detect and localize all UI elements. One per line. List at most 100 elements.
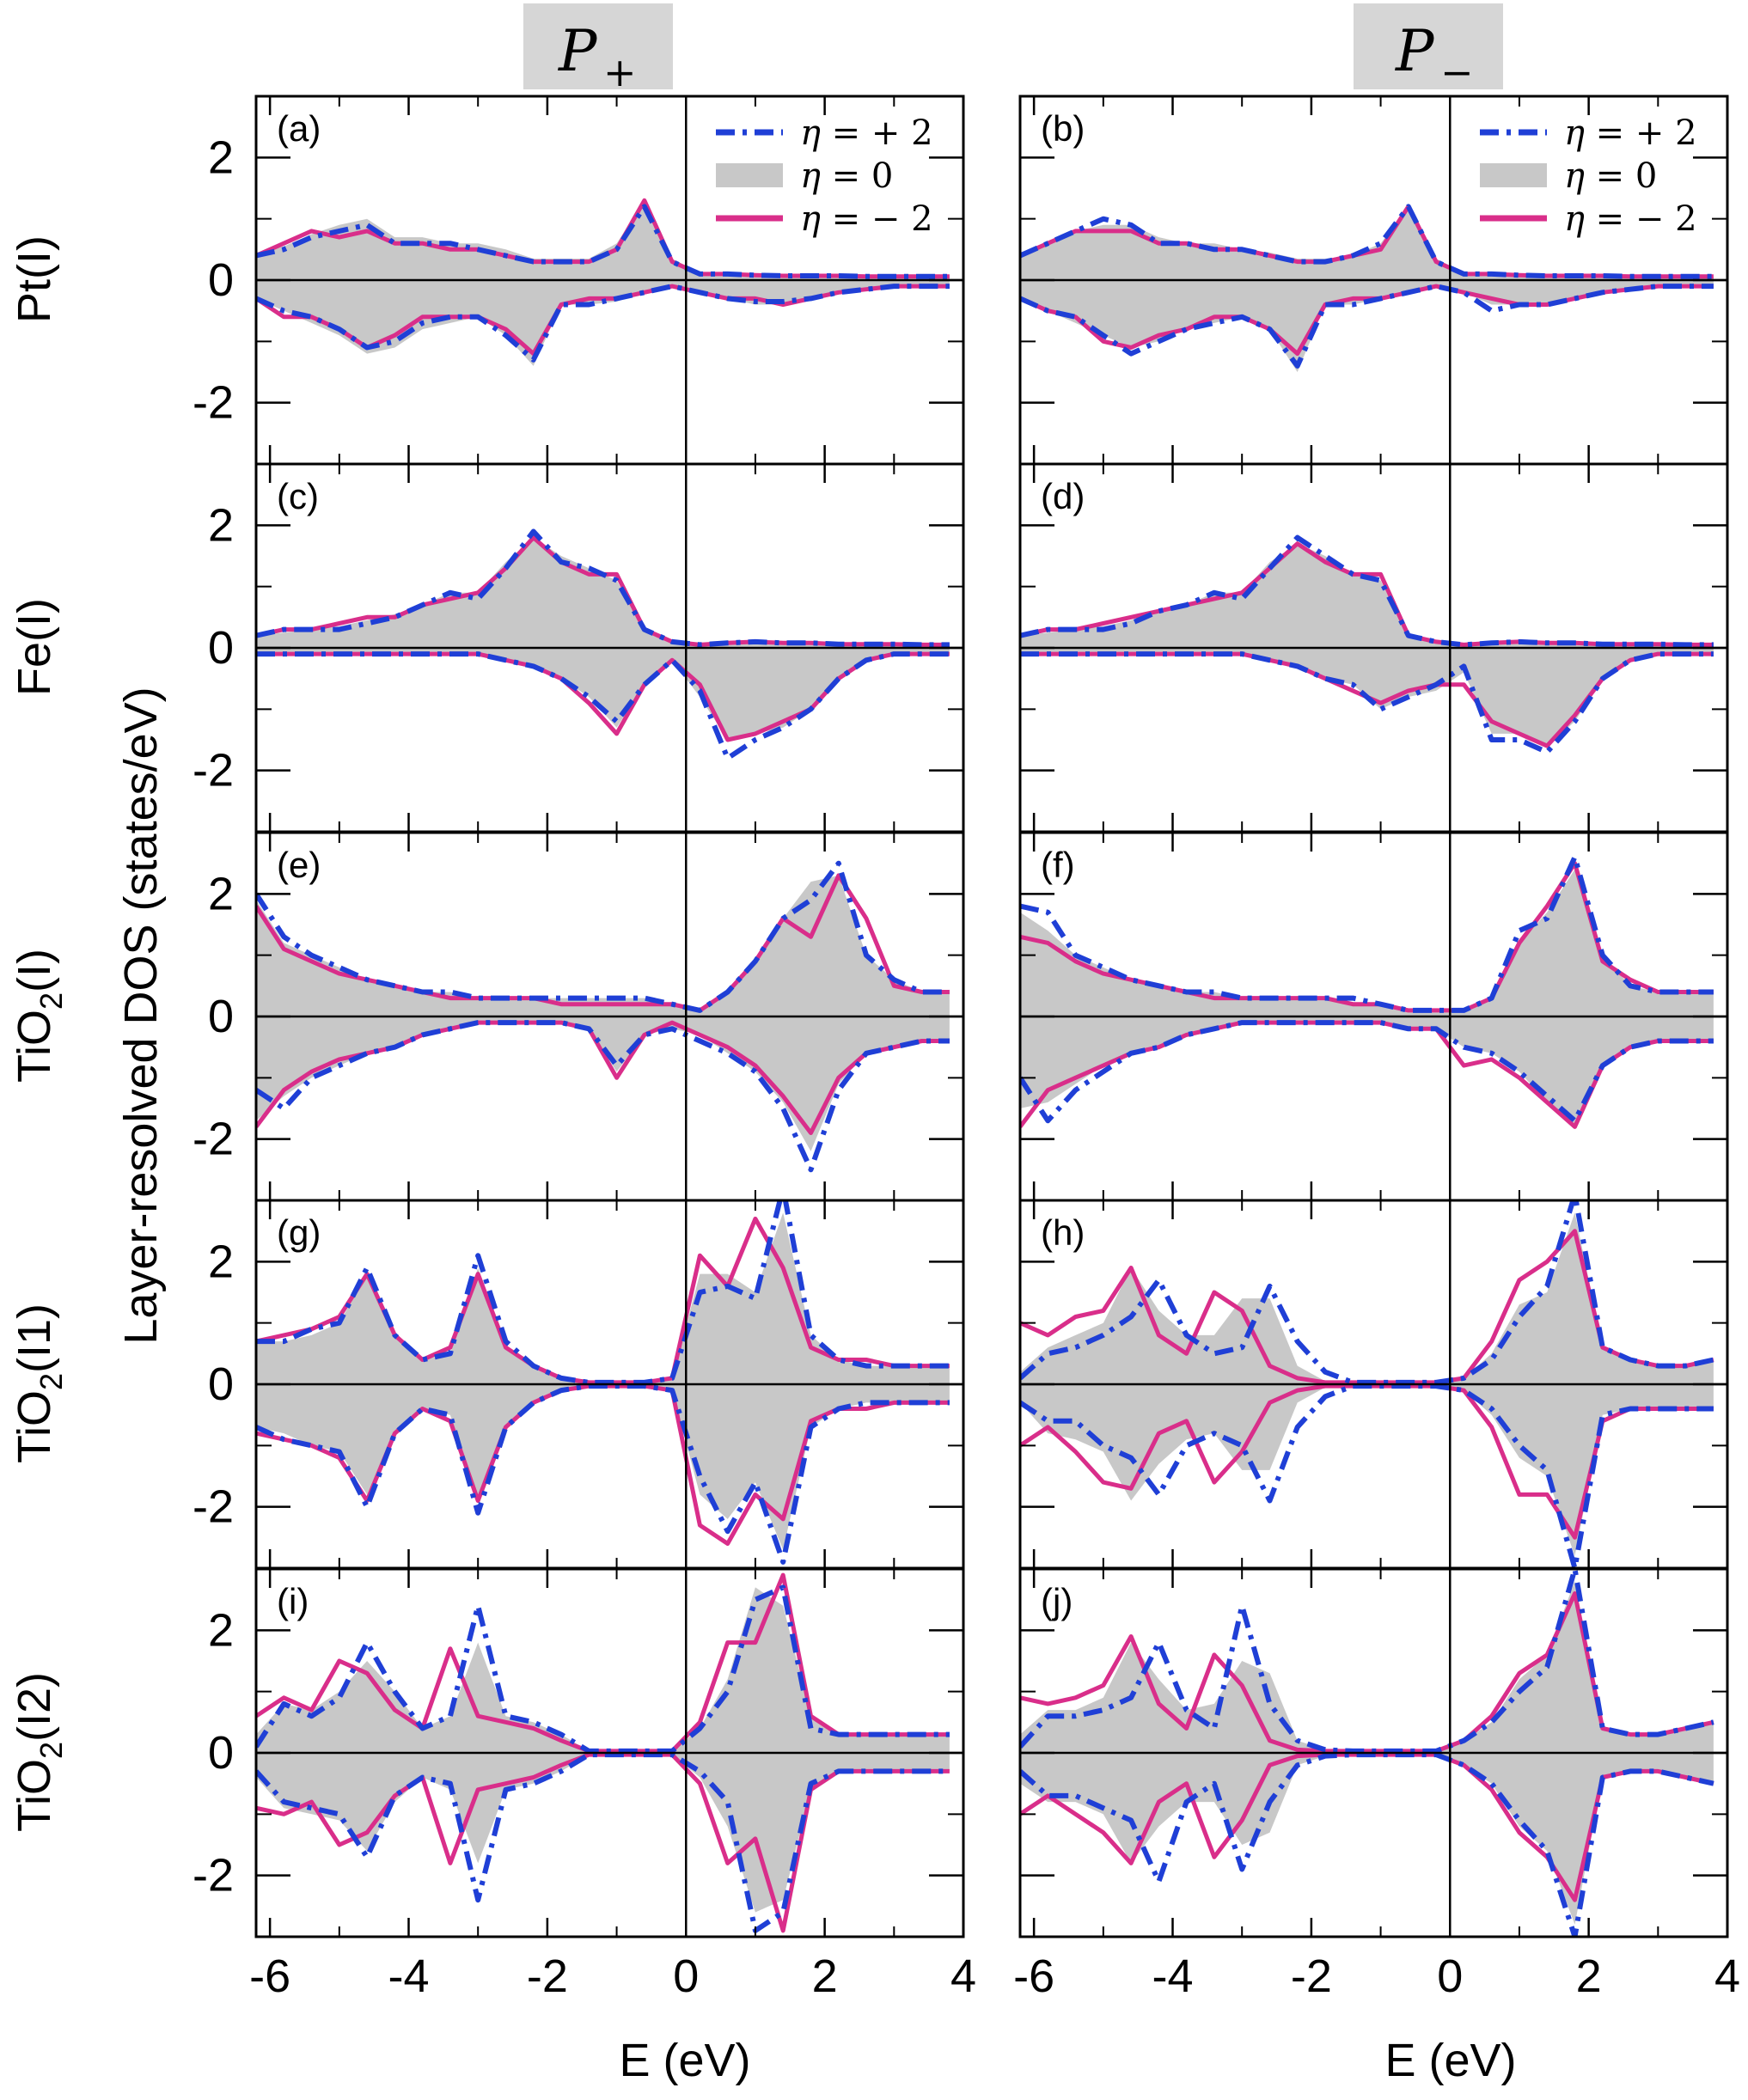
y-tick-label: -2 — [193, 745, 234, 797]
panel-label: (b) — [1041, 108, 1085, 149]
x-tick-label: -2 — [527, 1950, 568, 2002]
panel-label: (a) — [277, 108, 321, 149]
legend: η = + 2η = 0η = − 2 — [716, 113, 933, 239]
legend-swatch-eta-0 — [1480, 163, 1547, 187]
series-eta-0-up-fill — [256, 1587, 950, 1753]
panel-label: (h) — [1041, 1212, 1085, 1253]
plot-area — [256, 1200, 950, 1565]
y-tick-label: 0 — [208, 991, 234, 1042]
x-tick-label: -6 — [1013, 1950, 1054, 2002]
x-axis-label-left: E (eV) — [619, 2035, 750, 2086]
y-axis-label-text: Layer-resolved DOS (states/eV) — [115, 687, 167, 1344]
series-eta-0-dn-fill — [256, 648, 950, 740]
series-eta-minus2-dn-line — [256, 1020, 950, 1135]
column-header-box — [1354, 3, 1503, 89]
legend-entry-text: η = − 2 — [800, 199, 933, 239]
legend: η = + 2η = 0η = − 2 — [1480, 113, 1697, 239]
series-eta-0-dn-fill — [1020, 648, 1714, 747]
x-tick-label: 0 — [1437, 1950, 1463, 2002]
y-tick-label: -2 — [193, 1481, 234, 1533]
legend-value: = 0 — [821, 156, 893, 196]
y-axis-label: Layer-resolved DOS (states/eV) — [115, 687, 167, 1344]
series-eta-plus2-up-line — [1020, 534, 1714, 648]
legend-entry-text: η = 0 — [800, 156, 893, 196]
column-header-sub: − — [1440, 49, 1474, 95]
plot-area — [1020, 1569, 1714, 1937]
x-tick-label: 2 — [812, 1950, 838, 2002]
row-label-tio2-i1: TiO2(I1) — [9, 1303, 69, 1463]
row-label-text: Pt(I) — [9, 235, 60, 323]
plot-area — [1020, 534, 1714, 755]
row-label-text: Fe(I) — [9, 598, 60, 696]
y-tick-label: 2 — [208, 131, 234, 183]
y-tick-label: 2 — [208, 1604, 234, 1656]
series-eta-0-up-fill — [1020, 543, 1714, 648]
series-eta-minus2-up-line — [1020, 204, 1714, 279]
x-tick-label: -4 — [1152, 1950, 1194, 2002]
series-eta-0-up-fill — [256, 537, 950, 648]
legend-value: = 0 — [1585, 156, 1657, 196]
y-tick-label: 2 — [208, 1236, 234, 1287]
panel-d: (d) — [1018, 462, 1729, 833]
x-tick-label: 0 — [673, 1950, 699, 2002]
x-tick-label: 4 — [1714, 1950, 1740, 2002]
legend-symbol: η — [1564, 199, 1585, 239]
plot-area — [256, 1572, 950, 1933]
panel-f: (f) — [1018, 831, 1729, 1202]
legend-entry-text: η = 0 — [1564, 156, 1657, 196]
legend-symbol: η — [800, 199, 821, 239]
row-label-text: TiO2(I1) — [9, 1303, 69, 1463]
series-eta-minus2-dn-line — [256, 1752, 950, 1933]
series-eta-plus2-dn-line — [1020, 284, 1714, 369]
series-eta-0-up-fill — [1020, 869, 1714, 1016]
x-tick-label: -6 — [249, 1950, 290, 2002]
panel-a: -202(a) η = + 2η = 0η = − 2 — [193, 95, 965, 466]
x-tick-label: -4 — [388, 1950, 430, 2002]
series-eta-0-dn-fill — [256, 1384, 950, 1550]
series-eta-plus2-up-line — [256, 528, 950, 648]
panel-label: (d) — [1041, 476, 1085, 516]
x-axis-label-right: E (eV) — [1384, 2035, 1516, 2086]
x-tick-label: 2 — [1576, 1950, 1602, 2002]
panel-label: (f) — [1041, 845, 1075, 885]
y-tick-label: 2 — [208, 499, 234, 551]
row-label-tio2-i: TiO2(I) — [9, 949, 69, 1083]
row-label-text: TiO2(I) — [9, 949, 69, 1083]
column-header-box — [523, 3, 673, 89]
panel-label: (j) — [1041, 1581, 1073, 1621]
panel-label: (g) — [277, 1212, 321, 1253]
column-header-main: P — [1395, 18, 1435, 84]
panel-i: -2 0 2 -6 -4 -2 0 2 4 (i) — [193, 1567, 976, 2002]
panel-c: -2 0 2 (c) — [193, 462, 965, 833]
series-eta-plus2-up-line — [1020, 854, 1714, 1013]
series-eta-0-up-fill — [1020, 1212, 1714, 1384]
row-label-fe-i: Fe(I) — [9, 598, 60, 696]
series-eta-plus2-up-line — [256, 204, 950, 279]
x-tick-label: -2 — [1291, 1950, 1332, 2002]
legend-symbol: η — [1564, 113, 1585, 153]
column-header-p-minus: P − — [1354, 3, 1503, 95]
y-tick-label: 0 — [208, 254, 234, 306]
series-eta-0-dn-fill — [1020, 1016, 1714, 1127]
legend-entry-text: η = + 2 — [800, 113, 933, 153]
y-tick-label: 0 — [208, 622, 234, 674]
series-eta-plus2-dn-line — [256, 284, 950, 363]
column-header-p-plus: P + — [523, 3, 673, 95]
panel-j: -6 -4 -2 0 2 4 (j) — [1013, 1567, 1740, 2002]
legend-value: = − 2 — [821, 199, 933, 239]
panel-h: (h) — [1018, 1199, 1729, 1570]
panel-g: -2 0 2 (g) — [193, 1199, 965, 1570]
series-eta-plus2-dn-line — [256, 651, 950, 761]
series-eta-0-dn-fill — [1020, 1753, 1714, 1925]
series-eta-plus2-up-line — [256, 1584, 950, 1754]
panel-label: (e) — [277, 845, 321, 885]
legend-entry-text: η = − 2 — [1564, 199, 1697, 239]
series-eta-plus2-dn-line — [1020, 1020, 1714, 1124]
column-header-sub: + — [603, 49, 637, 95]
series-eta-0-dn-fill — [1020, 280, 1714, 372]
series-eta-plus2-dn-line — [1020, 1383, 1714, 1568]
series-eta-0-up-fill — [1020, 1581, 1714, 1753]
legend-symbol: η — [800, 113, 821, 153]
series-eta-plus2-dn-line — [256, 1752, 950, 1933]
